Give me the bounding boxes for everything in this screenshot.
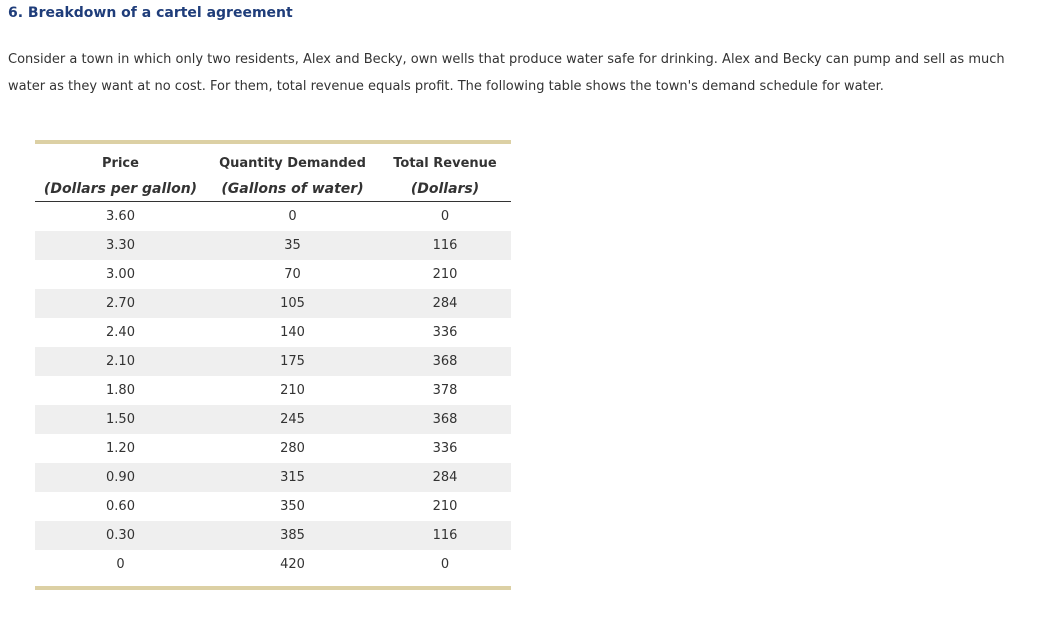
price-cell: 0.90 [35,463,206,492]
header-total-revenue: Total Revenue [393,156,497,171]
table-row: 0 420 0 [35,550,511,579]
price-cell: 3.00 [106,267,135,282]
price-cell: 1.80 [106,383,135,398]
revenue-cell: 378 [432,383,458,398]
table-row: 3.60 0 0 [35,202,511,232]
quantity-cell: 350 [280,499,305,514]
quantity-cell: 70 [284,267,301,282]
revenue-cell: 368 [379,347,511,376]
price-cell: 2.40 [106,325,135,340]
quantity-cell: 385 [206,521,379,550]
table-row: 2.10 175 368 [35,347,511,376]
revenue-cell: 0 [440,557,450,572]
header-revenue-unit: (Dollars) [379,176,511,202]
table-top-rule [35,140,511,144]
quantity-cell: 245 [206,405,379,434]
revenue-cell: 336 [432,441,458,456]
revenue-cell: 116 [379,231,511,260]
header-quantity-unit: (Gallons of water) [206,176,379,202]
table-row: 3.00 70 210 [35,260,511,289]
quantity-cell: 0 [288,209,297,224]
table-row: 3.30 35 116 [35,231,511,260]
revenue-cell: 0 [440,209,450,224]
quantity-cell: 35 [206,231,379,260]
price-cell: 0 [116,557,125,572]
quantity-cell: 140 [280,325,305,340]
price-cell: 1.20 [106,441,135,456]
price-cell: 3.60 [106,209,135,224]
revenue-cell: 336 [432,325,458,340]
table-row: 0.30 385 116 [35,521,511,550]
revenue-cell: 284 [379,463,511,492]
table-bottom-rule [35,586,511,590]
table-row: 2.70 105 284 [35,289,511,318]
revenue-cell: 210 [432,267,458,282]
quantity-cell: 175 [206,347,379,376]
table-row: 0.90 315 284 [35,463,511,492]
price-cell: 0.30 [35,521,206,550]
table-row: 1.50 245 368 [35,405,511,434]
price-cell: 2.10 [35,347,206,376]
header-price: Price [102,156,139,171]
price-cell: 3.30 [35,231,206,260]
table-row: 1.20 280 336 [35,434,511,463]
quantity-cell: 420 [280,557,305,572]
revenue-cell: 116 [379,521,511,550]
price-cell: 2.70 [35,289,206,318]
revenue-cell: 210 [432,499,458,514]
header-price-unit: (Dollars per gallon) [35,176,206,202]
quantity-cell: 105 [206,289,379,318]
quantity-cell: 315 [206,463,379,492]
table-row: 1.80 210 378 [35,376,511,405]
intro-paragraph: Consider a town in which only two reside… [8,52,1005,94]
question-title: 6. Breakdown of a cartel agreement [8,5,293,21]
table-row: 0.60 350 210 [35,492,511,521]
table-row: 2.40 140 336 [35,318,511,347]
demand-schedule-table: Price Quantity Demanded Total Revenue (D… [35,140,511,590]
revenue-cell: 284 [379,289,511,318]
quantity-cell: 280 [280,441,305,456]
price-cell: 0.60 [106,499,135,514]
price-cell: 1.50 [35,405,206,434]
header-quantity-demanded: Quantity Demanded [219,156,366,171]
revenue-cell: 368 [379,405,511,434]
quantity-cell: 210 [280,383,305,398]
